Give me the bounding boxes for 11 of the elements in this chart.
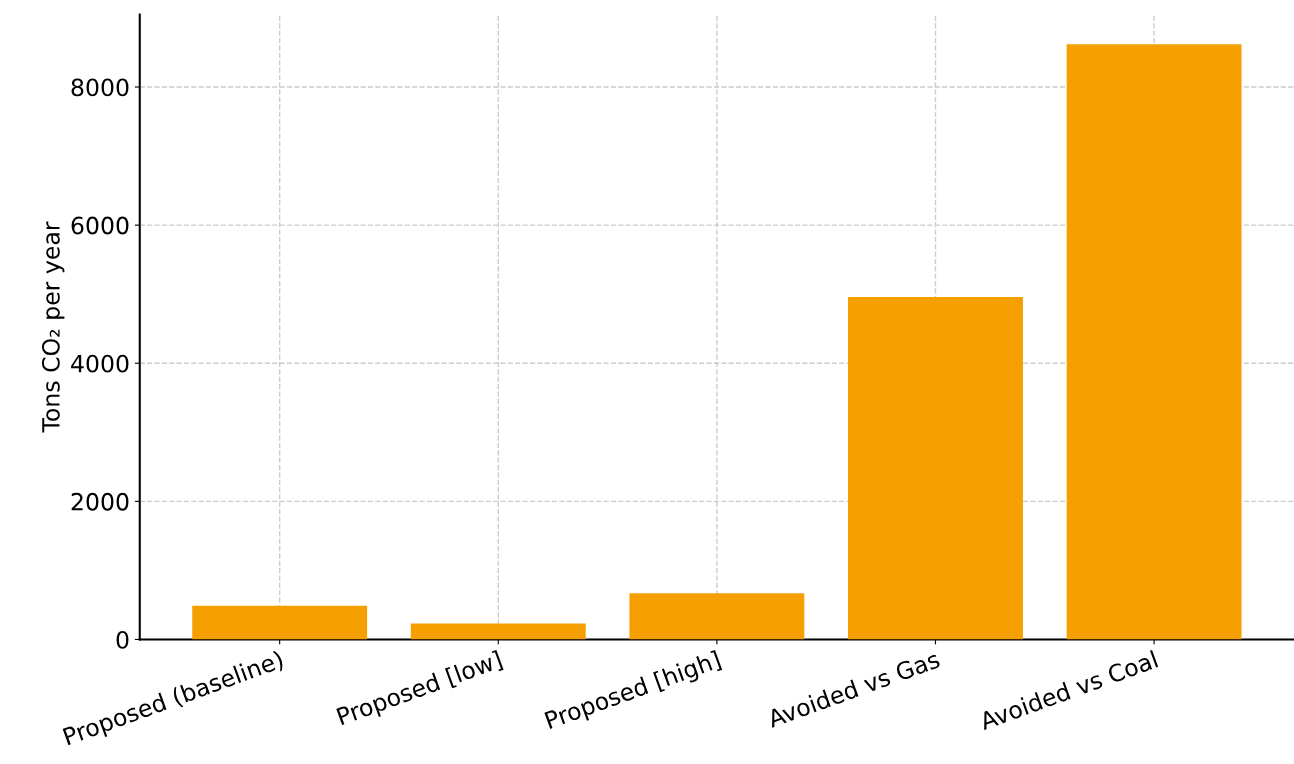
bar <box>629 593 805 640</box>
y-tick-label: 4000 <box>71 354 129 373</box>
y-tick-label: 0 <box>116 630 129 649</box>
bar <box>1066 44 1242 640</box>
bar <box>410 623 586 640</box>
bar <box>848 296 1023 640</box>
bar <box>192 605 368 640</box>
y-tick-label: 8000 <box>71 78 129 97</box>
y-tick-label: 6000 <box>71 216 129 235</box>
y-axis-title: Tons CO₂ per year <box>41 221 65 433</box>
y-tick-label: 2000 <box>71 492 129 511</box>
